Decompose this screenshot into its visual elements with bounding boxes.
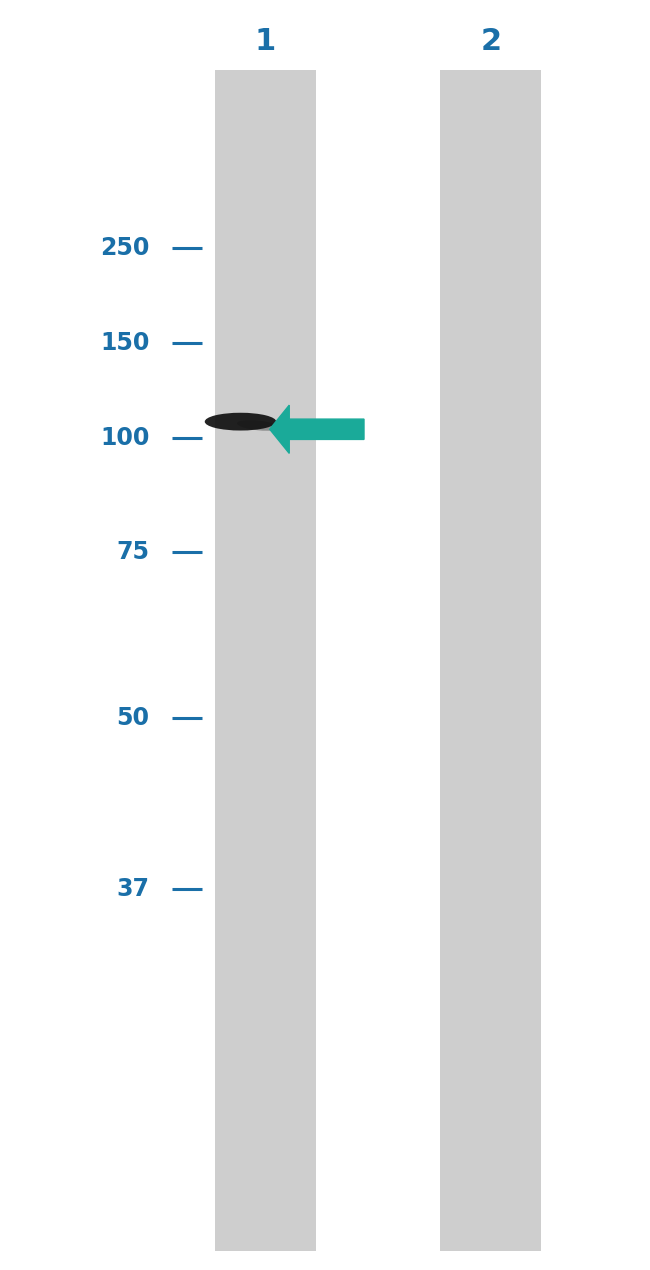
FancyArrow shape bbox=[270, 405, 364, 453]
Text: 250: 250 bbox=[100, 236, 150, 259]
Text: 150: 150 bbox=[100, 331, 150, 354]
Text: 2: 2 bbox=[480, 28, 501, 56]
Text: 75: 75 bbox=[116, 541, 150, 564]
Ellipse shape bbox=[237, 420, 280, 431]
Text: 50: 50 bbox=[116, 706, 150, 729]
Bar bbox=[214, 70, 315, 1251]
Text: 37: 37 bbox=[116, 878, 150, 900]
Text: 1: 1 bbox=[255, 28, 276, 56]
Text: 100: 100 bbox=[100, 427, 150, 450]
Ellipse shape bbox=[205, 413, 276, 431]
Bar bbox=[441, 70, 541, 1251]
